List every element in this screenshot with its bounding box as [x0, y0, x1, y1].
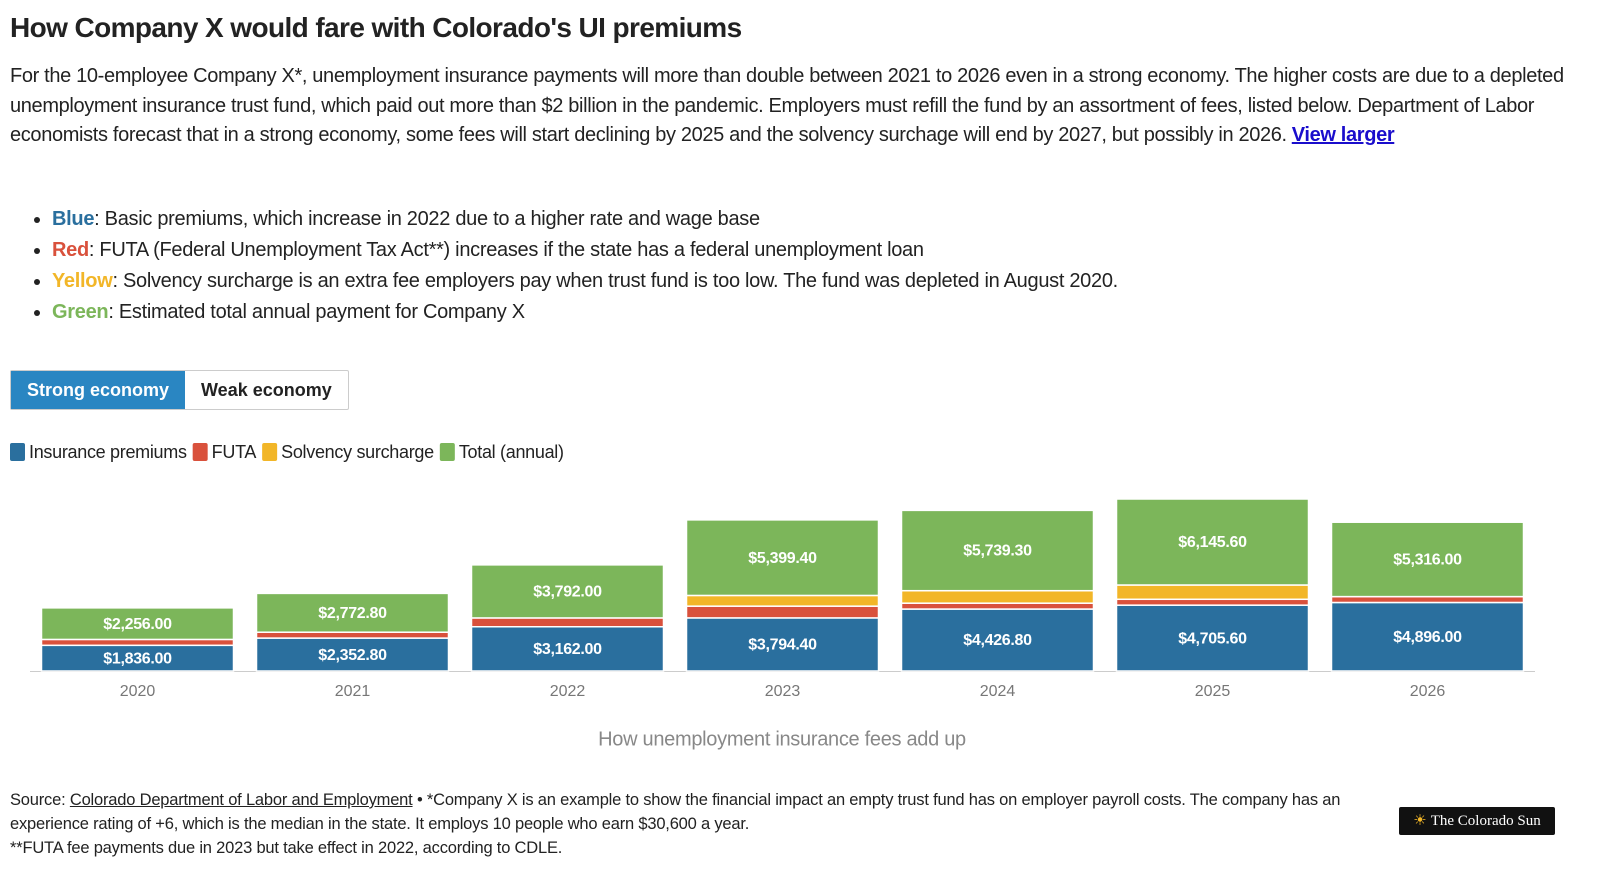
source-note: • *Company X is an example to show the f…	[10, 791, 1341, 833]
value-label: $3,794.40	[748, 637, 817, 654]
source-link[interactable]: Colorado Department of Labor and Employm…	[69, 791, 413, 809]
bar-segment	[900, 608, 1095, 672]
x-axis-title: How unemployment insurance fees add up	[598, 728, 966, 750]
bar-segment	[1115, 498, 1310, 586]
note-label: Red	[52, 239, 89, 261]
description-text: For the 10-employee Company X*, unemploy…	[10, 65, 1564, 146]
x-tick-label: 2024	[980, 683, 1016, 700]
legend-label: Total (annual)	[459, 442, 564, 462]
value-label: $2,772.80	[318, 605, 387, 622]
chart: Insurance premiums FUTA Solvency surcharge…	[10, 442, 1535, 750]
bar-segment	[40, 607, 235, 641]
value-label: $5,399.40	[748, 550, 817, 567]
x-tick-label: 2025	[1195, 683, 1231, 700]
legend-label: FUTA	[212, 442, 257, 462]
bar-segment	[900, 509, 1095, 592]
value-label: $1,836.00	[103, 650, 172, 667]
footnote: **FUTA fee payments due in 2023 but take…	[10, 839, 563, 857]
bar-segment	[255, 637, 450, 672]
legend-swatch	[439, 443, 455, 461]
tab-weak[interactable]: Weak economy	[201, 380, 332, 400]
tab-strong[interactable]: Strong economy	[11, 371, 186, 409]
bar-segment	[470, 564, 665, 619]
source-prefix: Source:	[10, 791, 66, 809]
bar-segment	[255, 592, 450, 633]
x-tick-label: 2021	[335, 683, 371, 700]
page-title: How Company X would fare with Colorado's…	[10, 12, 742, 43]
bar-segment	[1330, 601, 1525, 672]
value-label: $4,705.60	[1178, 630, 1247, 647]
bar-segment	[470, 617, 665, 628]
value-label: $4,896.00	[1393, 629, 1462, 646]
note: Blue: Basic premiums, which increase in …	[52, 204, 1118, 235]
note-text: : Basic premiums, which increase in 2022…	[94, 208, 760, 230]
note-text: : Solvency surcharge is an extra fee emp…	[112, 270, 1118, 292]
legend-label: Insurance premiums	[29, 442, 187, 462]
x-tick-label: 2020	[120, 683, 156, 700]
x-tick-label: 2026	[1410, 683, 1446, 700]
bar-segment	[470, 626, 665, 672]
logo-icon: ☀	[1413, 813, 1427, 829]
logo: ☀ The Colorado Sun	[1399, 807, 1555, 835]
legend-label: Solvency surcharge	[281, 442, 434, 462]
value-label: $5,316.00	[1393, 552, 1462, 569]
tabs: Strong economy Weak economy	[10, 370, 349, 410]
legend-swatch	[262, 443, 278, 461]
footer: Source: Colorado Department of Labor and…	[10, 788, 1380, 860]
bar-segment	[1115, 584, 1310, 601]
bar-segment	[685, 594, 880, 607]
note-text: : FUTA (Federal Unemployment Tax Act**) …	[88, 239, 924, 261]
note-text: : Estimated total annual payment for Com…	[108, 301, 525, 323]
note-label: Green	[52, 301, 109, 323]
bar-segment	[900, 589, 1095, 604]
value-label: $4,426.80	[963, 632, 1032, 649]
value-label: $5,739.30	[963, 543, 1032, 560]
x-tick-label: 2022	[550, 683, 586, 700]
value-label: $3,792.00	[533, 584, 602, 601]
value-label: $6,145.60	[1178, 534, 1247, 551]
bar-segment	[255, 631, 450, 639]
bar-segment	[40, 638, 235, 647]
view-larger-link[interactable]: View larger	[1291, 124, 1395, 146]
note-label: Yellow	[52, 270, 113, 292]
bar-segment	[1330, 521, 1525, 598]
note: Yellow: Solvency surcharge is an extra f…	[52, 266, 1118, 297]
bar-segment	[1115, 598, 1310, 606]
value-label: $2,352.80	[318, 647, 387, 664]
bar-segment	[685, 519, 880, 597]
note: Red: FUTA (Federal Unemployment Tax Act*…	[52, 235, 1118, 266]
legend-swatch	[10, 443, 25, 461]
bar-segment	[685, 605, 880, 619]
bar-segment	[900, 602, 1095, 610]
notes-list: Blue: Basic premiums, which increase in …	[22, 204, 1118, 328]
bar-segment	[685, 617, 880, 672]
legend-swatch	[192, 443, 208, 461]
note-label: Blue	[52, 208, 95, 230]
value-label: $2,256.00	[103, 616, 172, 633]
note: Green: Estimated total annual payment fo…	[52, 297, 1118, 328]
x-tick-label: 2023	[765, 683, 801, 700]
bar-segment	[1330, 595, 1525, 604]
bar-segment	[1115, 604, 1310, 672]
value-label: $3,162.00	[533, 641, 602, 658]
description: For the 10-employee Company X*, unemploy…	[10, 62, 1570, 151]
logo-text: The Colorado Sun	[1430, 813, 1541, 829]
